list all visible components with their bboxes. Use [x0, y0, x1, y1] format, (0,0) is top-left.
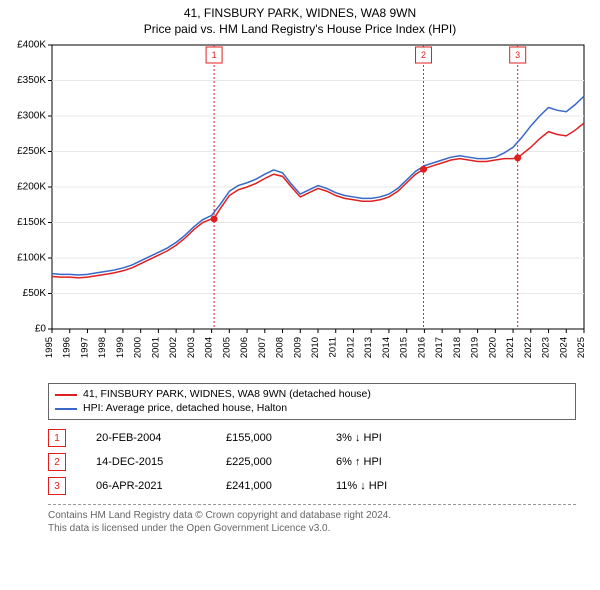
x-tick-label: 2003: [186, 337, 197, 358]
x-tick-label: 2023: [541, 337, 552, 358]
x-tick-label: 2006: [239, 337, 250, 358]
transaction-date: 06-APR-2021: [96, 480, 196, 492]
x-tick-label: 2000: [133, 337, 144, 358]
x-tick-label: 2022: [523, 337, 534, 358]
x-tick-label: 2007: [257, 337, 268, 358]
marker-badge: 2: [421, 50, 426, 60]
x-tick-label: 2012: [345, 337, 356, 358]
y-tick-label: £350K: [17, 75, 46, 86]
x-tick-label: 1999: [115, 337, 126, 358]
transaction-row: 1 20-FEB-2004 £155,000 3% ↓ HPI: [48, 426, 576, 450]
transaction-badge: 2: [48, 453, 66, 471]
x-tick-label: 2009: [292, 337, 303, 358]
x-tick-label: 2014: [381, 337, 392, 358]
transaction-price: £225,000: [226, 456, 306, 468]
legend-row: HPI: Average price, detached house, Halt…: [55, 402, 569, 416]
title-line2: Price paid vs. HM Land Registry's House …: [0, 22, 600, 38]
x-tick-label: 1998: [97, 337, 108, 358]
chart-container: £0 £50K £100K £150K £200K £250K £300K £350K £400…: [0, 37, 600, 377]
x-tick-label: 2019: [470, 337, 481, 358]
legend-swatch: [55, 408, 77, 410]
x-tick-label: 2011: [328, 337, 339, 357]
transactions-table: 1 20-FEB-2004 £155,000 3% ↓ HPI 2 14-DEC-2015…: [48, 426, 576, 498]
legend: 41, FINSBURY PARK, WIDNES, WA8 9WN (deta…: [48, 383, 576, 420]
transaction-delta: 6% ↑ HPI: [336, 456, 382, 468]
y-tick-label: £150K: [17, 217, 46, 228]
legend-row: 41, FINSBURY PARK, WIDNES, WA8 9WN (deta…: [55, 388, 569, 402]
transaction-price: £241,000: [226, 480, 306, 492]
y-tick-label: £50K: [23, 288, 47, 299]
legend-label: HPI: Average price, detached house, Halt…: [83, 402, 287, 416]
transaction-date: 20-FEB-2004: [96, 432, 196, 444]
x-tick-label: 2001: [150, 337, 161, 358]
y-tick-label: £400K: [17, 40, 46, 51]
x-tick-label: 2020: [487, 337, 498, 358]
y-tick-label: £250K: [17, 146, 46, 157]
marker-badge: 3: [515, 50, 520, 60]
x-tick-label: 2017: [434, 337, 445, 358]
transaction-badge: 3: [48, 477, 66, 495]
x-tick-label: 2004: [204, 337, 215, 358]
x-tick-label: 2016: [416, 337, 427, 358]
footer-attribution: Contains HM Land Registry data © Crown c…: [48, 504, 576, 535]
x-tick-label: 2002: [168, 337, 179, 358]
transaction-badge: 1: [48, 429, 66, 447]
marker-badge: 1: [212, 50, 217, 60]
y-tick-label: £200K: [17, 182, 46, 193]
footer-line2: This data is licensed under the Open Gov…: [48, 522, 576, 535]
x-tick-label: 2010: [310, 337, 321, 358]
x-tick-label: 2025: [576, 337, 587, 358]
transaction-delta: 11% ↓ HPI: [336, 480, 387, 492]
x-tick-label: 2005: [221, 337, 232, 358]
x-tick-label: 2018: [452, 337, 463, 358]
y-tick-label: £300K: [17, 111, 46, 122]
transaction-price: £155,000: [226, 432, 306, 444]
x-tick-label: 2024: [558, 337, 569, 358]
y-tick-label: £0: [35, 324, 47, 335]
x-tick-label: 1995: [44, 337, 55, 358]
y-tick-label: £100K: [17, 253, 46, 264]
x-tick-label: 2008: [275, 337, 286, 358]
line-chart: £0 £50K £100K £150K £200K £250K £300K £350K £400…: [0, 37, 600, 377]
transaction-row: 2 14-DEC-2015 £225,000 6% ↑ HPI: [48, 450, 576, 474]
title-line1: 41, FINSBURY PARK, WIDNES, WA8 9WN: [0, 6, 600, 22]
x-tick-label: 2021: [505, 337, 516, 358]
x-tick-label: 1997: [79, 337, 90, 358]
transaction-delta: 3% ↓ HPI: [336, 432, 382, 444]
x-tick-label: 2013: [363, 337, 374, 358]
chart-title: 41, FINSBURY PARK, WIDNES, WA8 9WN Price…: [0, 0, 600, 37]
x-tick-label: 2015: [399, 337, 410, 358]
footer-line1: Contains HM Land Registry data © Crown c…: [48, 509, 576, 522]
legend-swatch: [55, 394, 77, 396]
x-tick-label: 1996: [62, 337, 73, 358]
transaction-row: 3 06-APR-2021 £241,000 11% ↓ HPI: [48, 474, 576, 498]
transaction-date: 14-DEC-2015: [96, 456, 196, 468]
legend-label: 41, FINSBURY PARK, WIDNES, WA8 9WN (deta…: [83, 388, 371, 402]
